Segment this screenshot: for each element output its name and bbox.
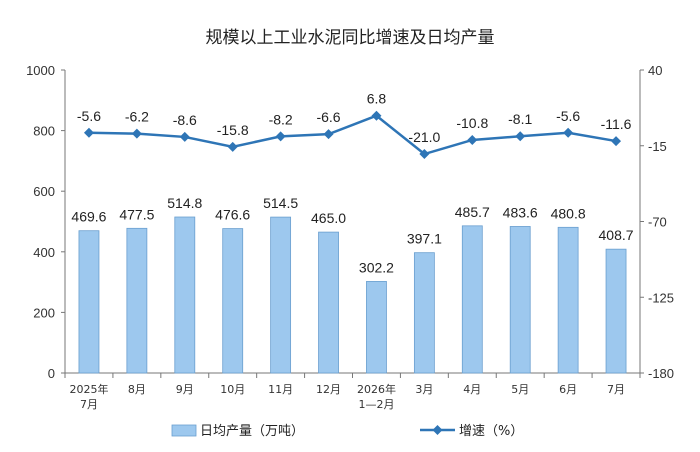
bar [174,216,196,374]
growth-point [371,110,382,121]
right-tick-label: -125 [648,290,674,305]
category-label-line: 7月 [80,398,98,411]
category-label: 5月 [511,383,529,396]
growth-value-label: 6.8 [367,91,387,107]
legend-line-label: 增速（%） [459,424,523,439]
growth-point [419,149,430,160]
growth-value-label: -11.6 [601,116,632,132]
right-tick-label: -15 [648,139,667,154]
growth-value-label: -6.2 [125,109,149,125]
bar-value-label: 485.7 [455,204,490,220]
growth-point [611,136,622,147]
bar-series [78,216,627,374]
legend-bar-swatch [171,424,197,437]
growth-point [227,141,238,152]
category-label: 4月 [463,383,481,396]
left-tick-label: 200 [33,305,55,320]
bar [222,228,244,374]
growth-point [467,134,478,145]
line-labels: -5.6 -6.2 -8.6 -15.8 -8.2 -6.6 6.8 -21.0 -10.8 -8… [77,91,632,145]
bar-value-label: 465.0 [311,210,346,226]
category-label-line: 2026年 [357,382,396,396]
category-label: 8月 [128,383,146,396]
left-tick-label: 400 [33,245,55,260]
category-label: 2026年 1—2月 [357,382,396,411]
category-label: 3月 [415,383,433,396]
bar [413,252,435,374]
growth-point [515,131,526,142]
bar [461,225,483,374]
bar-value-label: 397.1 [407,231,442,247]
growth-value-label: -8.2 [269,111,293,127]
legend-bar-label: 日均产量（万吨） [200,424,304,439]
growth-value-label: -10.8 [456,115,488,131]
growth-value-label: -5.6 [556,108,580,124]
growth-value-label: -5.6 [77,108,101,124]
growth-value-label: -21.0 [408,129,440,145]
growth-point [323,129,334,140]
growth-point [83,127,94,138]
category-label-line: 5月 [511,383,529,396]
category-label: 6月 [559,383,577,396]
category-label-line: 9月 [176,383,194,396]
bar [509,226,531,374]
bar [270,216,292,374]
growth-point [275,131,286,142]
bar-value-label: 476.6 [215,207,250,223]
category-label: 10月 [220,383,245,396]
legend: 日均产量（万吨） 增速（%） [171,424,523,439]
category-label-line: 11月 [268,383,293,396]
bar-value-label: 514.8 [167,195,202,211]
category-label-line: 7月 [607,383,625,396]
bar [78,230,100,374]
bar-value-label: 469.6 [71,209,106,225]
line-series [83,110,622,160]
bar [126,227,148,374]
category-label: 9月 [176,383,194,396]
left-tick-label: 0 [48,366,55,381]
left-tick-label: 600 [33,184,55,199]
bar [557,226,579,374]
growth-value-label: -8.6 [173,112,197,128]
category-label-line: 2025年 [69,382,108,396]
right-tick-label: -70 [648,215,667,230]
bar-value-label: 477.5 [119,206,154,222]
category-label-line: 6月 [559,383,577,396]
category-label-line: 10月 [220,383,245,396]
bar-value-label: 480.8 [551,205,586,221]
growth-line [88,114,617,156]
category-label-line: 4月 [463,383,481,396]
category-label: 2025年 7月 [69,382,108,411]
bar [605,248,627,374]
growth-point [179,131,190,142]
growth-point [131,128,142,139]
right-tick-label: -180 [648,366,674,381]
category-label-line: 12月 [316,383,341,396]
growth-value-label: -6.6 [316,109,340,125]
growth-value-label: -8.1 [508,111,532,127]
bar-value-label: 408.7 [599,227,634,243]
left-tick-label: 1000 [26,63,55,78]
right-tick-label: 40 [648,63,662,78]
bar [318,231,339,374]
bar [366,281,387,374]
growth-point [563,127,574,138]
bar-value-label: 302.2 [359,259,394,275]
category-label: 12月 [316,383,341,396]
growth-value-label: -15.8 [217,122,249,138]
category-label-line: 8月 [128,383,146,396]
bar-value-label: 483.6 [503,204,538,220]
chart-title: 规模以上工业水泥同比增速及日均产量 [206,28,495,48]
bar-value-label: 514.5 [263,195,298,211]
axes: 0 200 400 600 800 1000 -180 -125 -70 -15 40 2025年 7月… [26,63,674,411]
legend-line-marker [432,425,443,435]
category-label-line: 1—2月 [358,398,394,411]
bar-labels: 469.6 477.5 514.8 476.6 514.5 465.0 302.2 397.1… [71,195,633,275]
category-label: 11月 [268,383,293,396]
category-label: 7月 [607,383,625,396]
category-label-line: 3月 [415,383,433,396]
left-tick-label: 800 [33,124,55,139]
